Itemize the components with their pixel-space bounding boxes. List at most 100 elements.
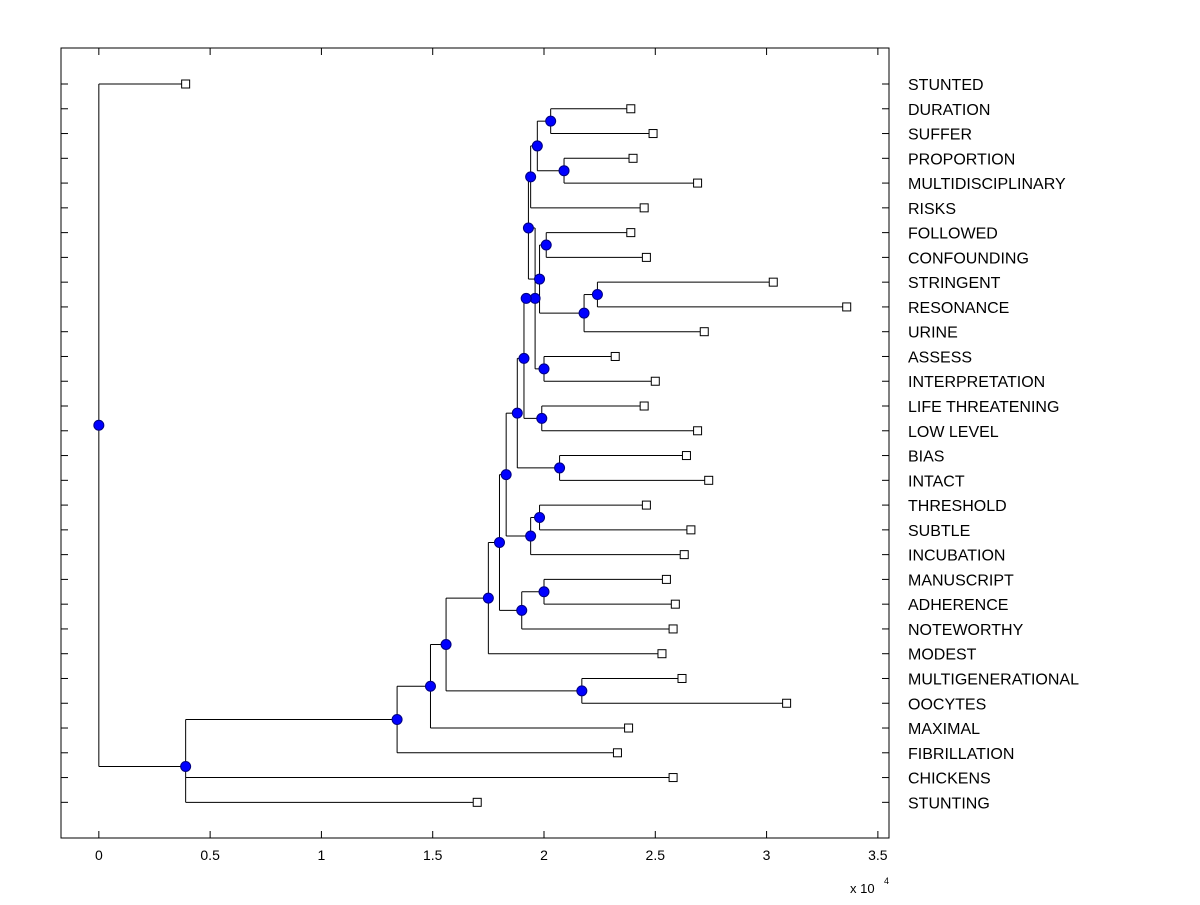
leaf-marker — [641, 500, 651, 510]
leaf-marker — [661, 574, 671, 584]
leaf-marker — [704, 475, 714, 485]
x-tick-label: 0.5 — [200, 847, 220, 863]
leaf-marker — [670, 599, 680, 609]
axis-ticks — [61, 48, 889, 838]
leaf-marker — [768, 277, 778, 287]
x-tick-label: 2.5 — [646, 847, 666, 863]
leaf-markers — [181, 79, 852, 807]
x-tick-label: 3 — [763, 847, 771, 863]
leaf-label: OOCYTES — [908, 696, 986, 713]
node-marker — [534, 511, 546, 523]
leaf-label: THRESHOLD — [908, 498, 1007, 515]
node-marker — [518, 352, 530, 364]
leaf-label: INTERPRETATION — [908, 374, 1045, 391]
leaf-label: SUBTLE — [908, 523, 970, 540]
x-multiplier-label: x 10 4 — [850, 876, 889, 896]
node-marker — [578, 307, 590, 319]
leaf-label: PROPORTION — [908, 151, 1015, 168]
leaf-label: SUFFER — [908, 127, 972, 144]
leaf-label: ASSESS — [908, 349, 972, 366]
dendrogram-links — [98, 83, 847, 803]
leaf-marker — [693, 178, 703, 188]
leaf-marker — [626, 228, 636, 238]
node-marker — [591, 289, 603, 301]
leaf-label: CONFOUNDING — [908, 250, 1029, 267]
node-marker — [554, 462, 566, 474]
leaf-marker — [650, 376, 660, 386]
leaf-label: MANUSCRIPT — [908, 572, 1014, 589]
x-multiplier-exponent: 4 — [884, 876, 889, 886]
leaf-marker — [639, 401, 649, 411]
node-marker — [440, 638, 452, 650]
node-marker — [576, 685, 588, 697]
node-marker — [525, 530, 537, 542]
leaf-label: RESONANCE — [908, 300, 1009, 317]
node-marker — [522, 222, 534, 234]
plot-frame — [60, 47, 890, 839]
leaf-label: INTACT — [908, 473, 965, 490]
node-marker — [520, 292, 532, 304]
node-marker — [531, 140, 543, 152]
leaf-marker — [641, 252, 651, 262]
leaf-marker — [624, 723, 634, 733]
node-marker — [424, 680, 436, 692]
node-marker — [558, 165, 570, 177]
leaf-label: FIBRILLATION — [908, 746, 1014, 763]
x-tick-label: 1.5 — [423, 847, 443, 863]
x-tick-label: 3.5 — [868, 847, 888, 863]
leaf-marker — [693, 426, 703, 436]
leaf-marker — [686, 525, 696, 535]
leaf-marker — [657, 649, 667, 659]
node-marker — [180, 760, 192, 772]
leaf-label: LIFE THREATENING — [908, 399, 1059, 416]
leaf-label: LOW LEVEL — [908, 424, 999, 441]
leaf-marker — [681, 451, 691, 461]
node-marker — [493, 536, 505, 548]
leaf-label: BIAS — [908, 449, 944, 466]
leaf-label: CHICKENS — [908, 771, 991, 788]
leaf-marker — [699, 327, 709, 337]
leaf-label: MULTIGENERATIONAL — [908, 671, 1079, 688]
leaf-label: RISKS — [908, 201, 956, 218]
leaf-marker — [612, 748, 622, 758]
node-marker — [538, 363, 550, 375]
leaf-label: MULTIDISCIPLINARY — [908, 176, 1066, 193]
leaf-labels: STUNTED DURATION SUFFER PROPORTION MULTIDISC… — [908, 77, 1079, 812]
node-marker — [534, 273, 546, 285]
leaf-marker — [610, 351, 620, 361]
node-marker — [482, 592, 494, 604]
node-marker — [545, 115, 557, 127]
leaf-marker — [782, 698, 792, 708]
leaf-marker — [677, 673, 687, 683]
leaf-label: URINE — [908, 325, 958, 342]
node-marker — [516, 604, 528, 616]
leaf-marker — [648, 129, 658, 139]
leaf-label: STRINGENT — [908, 275, 1001, 292]
x-tick-label: 1 — [318, 847, 326, 863]
leaf-marker — [472, 797, 482, 807]
leaf-marker — [639, 203, 649, 213]
leaf-marker — [628, 153, 638, 163]
node-marker — [391, 714, 403, 726]
leaf-marker — [668, 624, 678, 634]
x-tick-label: 2 — [540, 847, 548, 863]
x-tick-labels: 0 0.5 1 1.5 2 2.5 3 3.5 — [95, 847, 888, 863]
leaf-label: DURATION — [908, 102, 990, 119]
leaf-label: STUNTING — [908, 795, 990, 812]
node-markers — [93, 115, 603, 772]
node-marker — [538, 586, 550, 598]
leaf-label: FOLLOWED — [908, 226, 998, 243]
node-marker — [540, 239, 552, 251]
leaf-label: NOTEWORTHY — [908, 622, 1024, 639]
node-marker — [525, 171, 537, 183]
leaf-label: ADHERENCE — [908, 597, 1008, 614]
leaf-marker — [181, 79, 191, 89]
node-marker — [536, 412, 548, 424]
leaf-label: INCUBATION — [908, 548, 1005, 565]
leaf-marker — [842, 302, 852, 312]
leaf-marker — [626, 104, 636, 114]
leaf-marker — [679, 550, 689, 560]
leaf-label: MAXIMAL — [908, 721, 980, 738]
